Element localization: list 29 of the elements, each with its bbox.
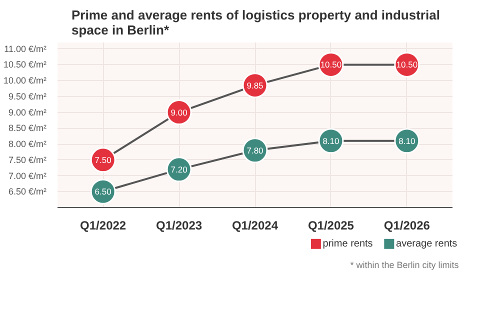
legend-label: prime rents xyxy=(322,238,373,250)
y-tick-label: 11.00 €/m² xyxy=(4,44,47,54)
y-tick-label: 9.50 €/m² xyxy=(8,91,47,102)
y-tick-label: 10.50 €/m² xyxy=(3,60,47,70)
y-tick-label: 6.50 €/m² xyxy=(8,186,47,197)
y-tick-label: 8.00 €/m² xyxy=(8,139,47,150)
y-tick-label: 10.00 €/m² xyxy=(3,76,47,86)
data-label: 7.80 xyxy=(246,145,264,156)
y-tick-label: 8.50 €/m² xyxy=(8,123,47,134)
y-tick-label: 7.00 €/m² xyxy=(8,170,47,181)
x-tick-label: Q1/2025 xyxy=(308,218,354,232)
x-tick-label: Q1/2022 xyxy=(80,218,126,232)
x-tick-label: Q1/2023 xyxy=(156,218,202,232)
data-label: 7.20 xyxy=(170,164,188,174)
x-tick-label: Q1/2026 xyxy=(384,218,430,232)
data-label: 10.50 xyxy=(396,60,418,70)
x-tick-label: Q1/2024 xyxy=(232,218,278,232)
y-tick-label: 7.50 €/m² xyxy=(8,154,47,165)
data-label: 9.00 xyxy=(170,107,188,118)
legend-label: average rents xyxy=(396,238,458,250)
data-label: 10.50 xyxy=(320,60,342,70)
data-label: 9.85 xyxy=(246,80,264,90)
data-label: 6.50 xyxy=(94,186,112,197)
data-label: 7.50 xyxy=(94,154,112,165)
text: * within the Berlin city limits xyxy=(350,260,460,270)
y-tick-label: 9.00 €/m² xyxy=(8,107,47,118)
data-label: 8.10 xyxy=(322,136,340,146)
chart-title: Prime and average rents of logistics property and industrial space in Berlin* xyxy=(72,8,440,38)
data-label: 8.10 xyxy=(398,136,416,146)
